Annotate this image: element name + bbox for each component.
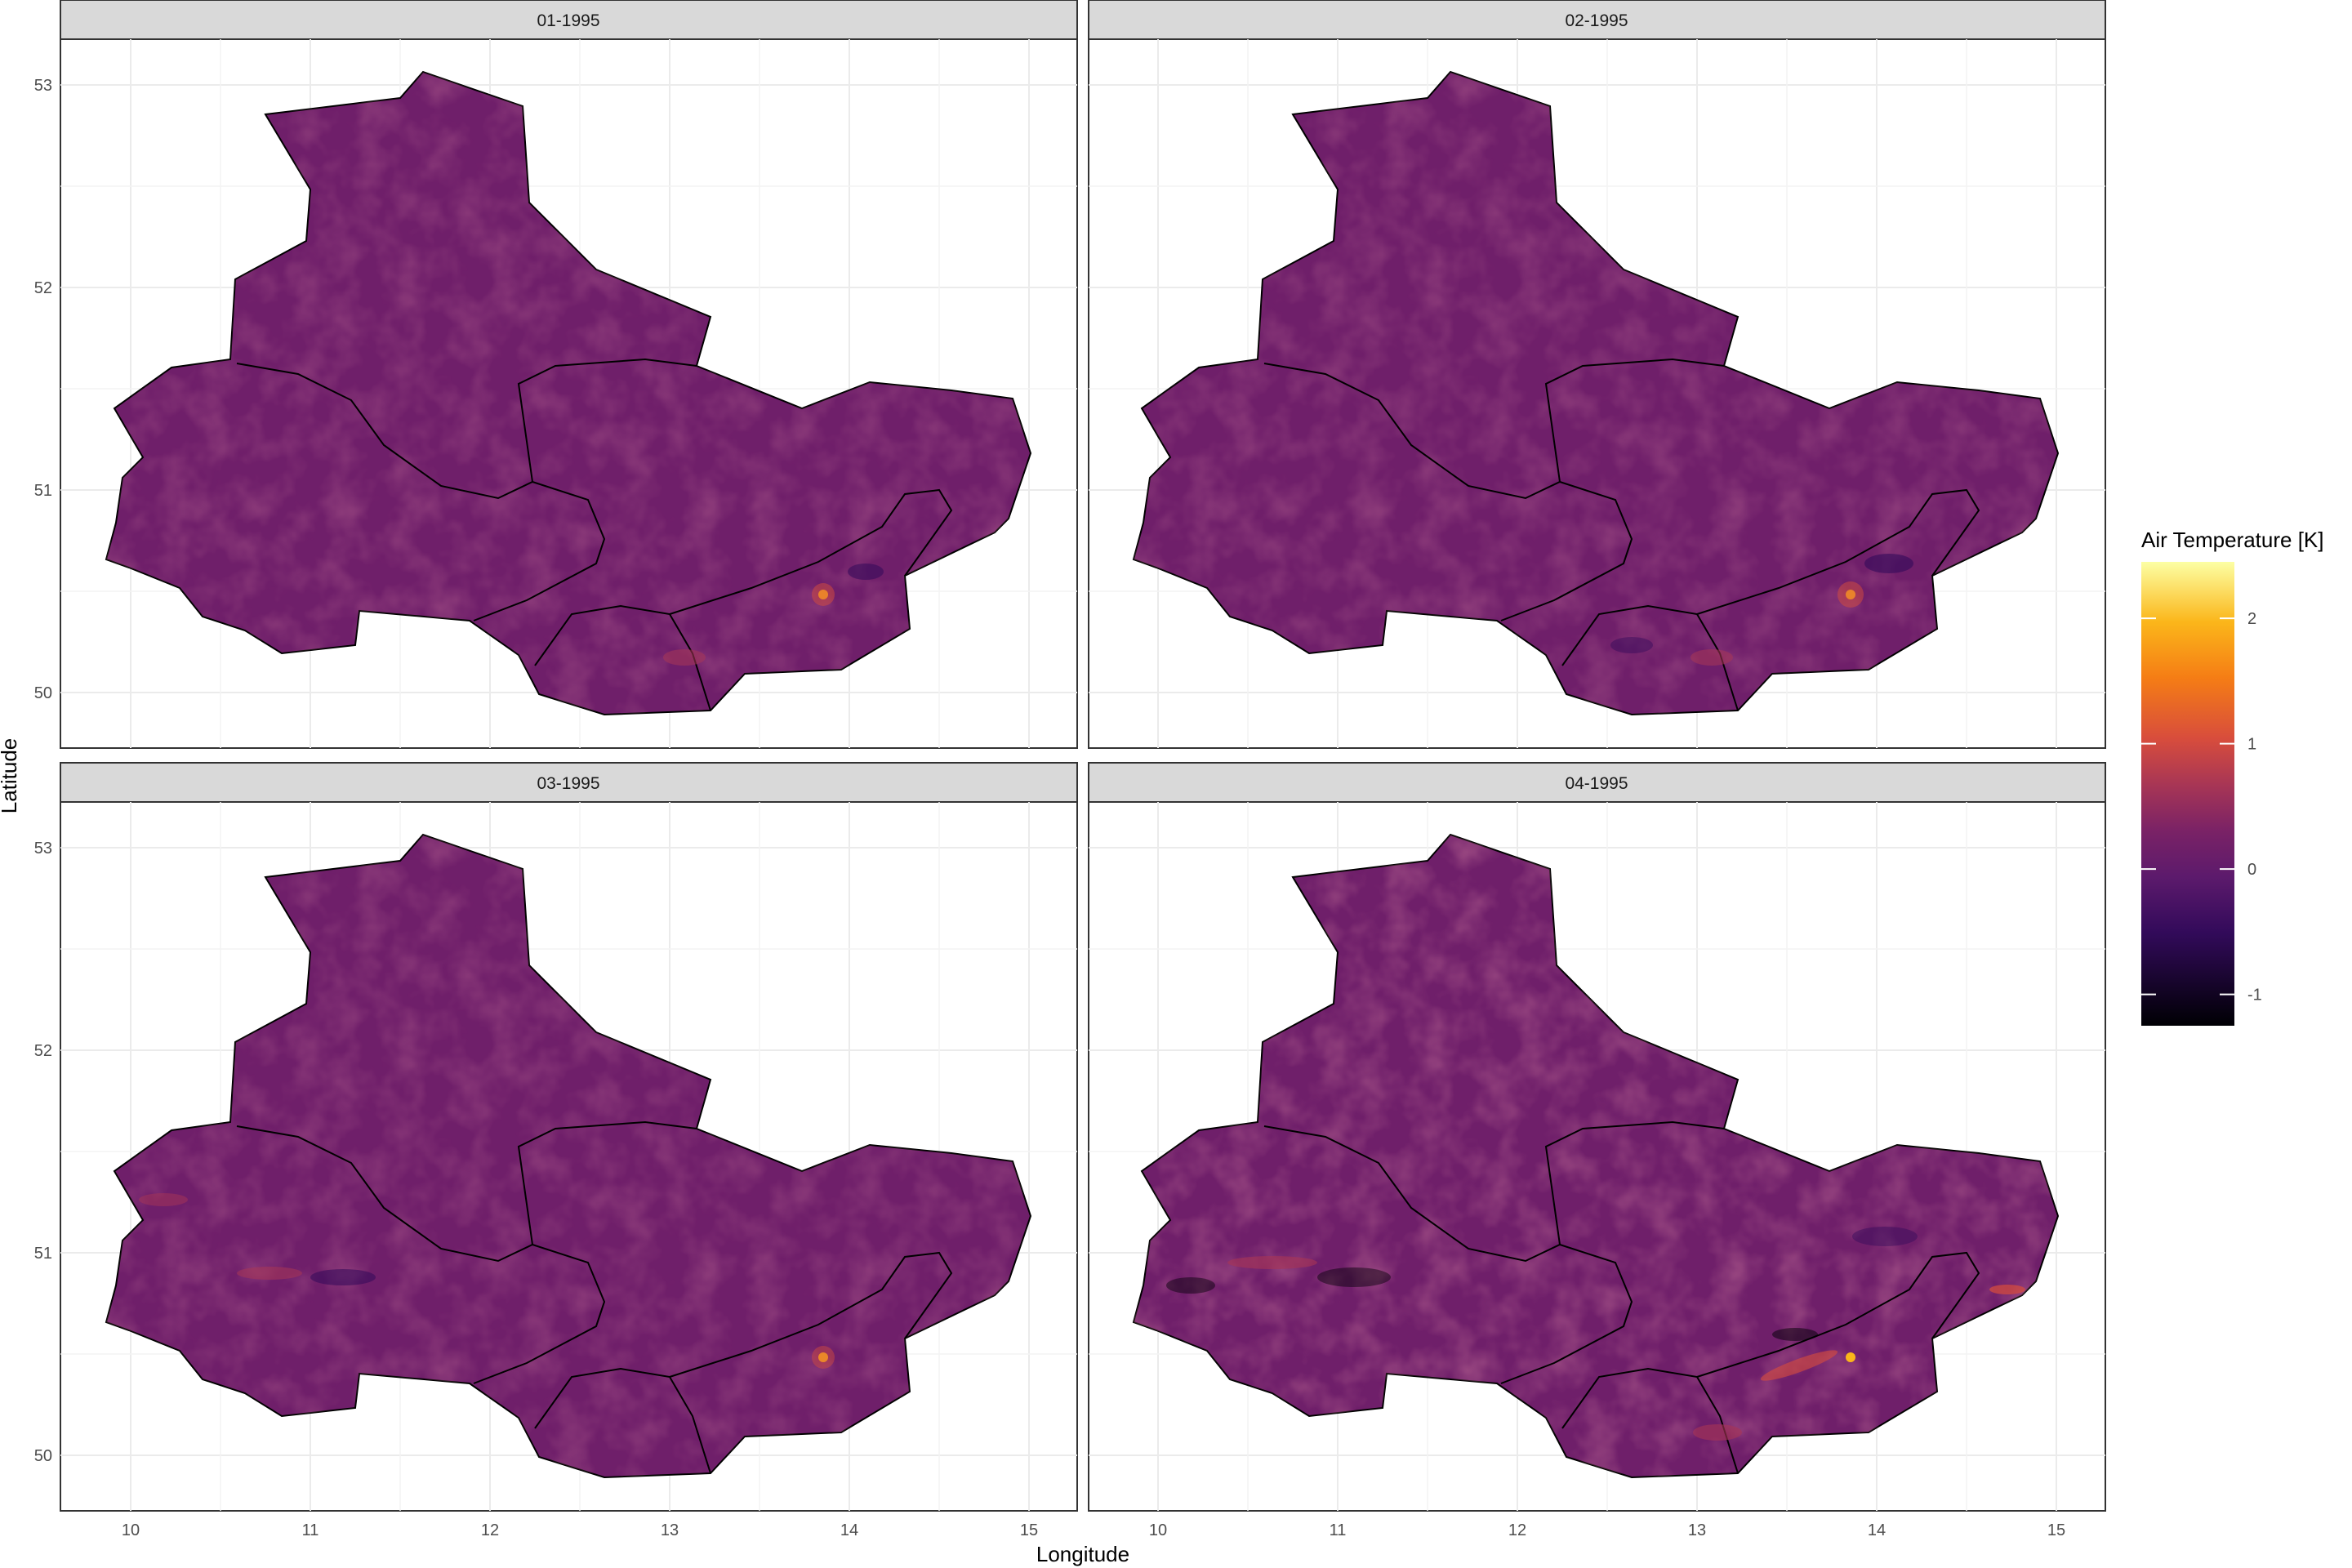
cool-spot bbox=[1610, 637, 1653, 653]
y-tick-label: 53 bbox=[34, 840, 52, 858]
colorbar bbox=[2141, 562, 2234, 1026]
x-tick-label: 12 bbox=[481, 1521, 499, 1539]
warm-spot bbox=[1693, 1424, 1742, 1441]
x-tick-label: 14 bbox=[840, 1521, 858, 1539]
y-tick-label: 52 bbox=[34, 1042, 52, 1060]
cool-spot bbox=[1772, 1328, 1818, 1341]
hotspot bbox=[812, 1346, 835, 1369]
y-tick-label: 50 bbox=[34, 684, 52, 702]
panel-02-1995: 02-1995 bbox=[1089, 0, 2105, 748]
x-tick-label: 15 bbox=[1020, 1521, 1038, 1539]
colorbar-tick-label: 2 bbox=[2247, 610, 2256, 628]
y-tick-label: 51 bbox=[34, 482, 52, 500]
cool-spot bbox=[310, 1269, 376, 1285]
x-axis: 10 11 12 13 14 15 bbox=[122, 1521, 1038, 1539]
hotspot bbox=[812, 583, 835, 606]
y-tick-label: 53 bbox=[34, 77, 52, 95]
cool-spot bbox=[1317, 1267, 1391, 1287]
y-tick-label: 52 bbox=[34, 279, 52, 297]
x-tick-label: 14 bbox=[1868, 1521, 1886, 1539]
warm-streak bbox=[1989, 1285, 2025, 1294]
warm-spot bbox=[1227, 1256, 1317, 1269]
y-tick-label: 50 bbox=[34, 1447, 52, 1465]
y-tick-label: 51 bbox=[34, 1245, 52, 1263]
legend: Air Temperature [K] 2 1 0 -1 bbox=[2141, 528, 2324, 1026]
x-axis-title: Longitude bbox=[1036, 1542, 1129, 1566]
cool-spot bbox=[1864, 554, 1913, 573]
colorbar-tick-label: 0 bbox=[2247, 861, 2256, 879]
hotspot bbox=[1838, 581, 1864, 608]
y-axis-title: Latitude bbox=[0, 738, 21, 814]
warm-spot bbox=[237, 1267, 302, 1280]
panel-04-1995: 04-1995 bbox=[1089, 763, 2105, 1539]
panel-title: 04-1995 bbox=[1565, 774, 1628, 793]
panel-01-1995: 01-1995 bbox=[34, 0, 1077, 748]
warm-spot bbox=[663, 649, 706, 666]
colorbar-tick-label: 1 bbox=[2247, 736, 2256, 754]
cool-spot bbox=[1166, 1277, 1215, 1294]
warm-spot bbox=[139, 1193, 188, 1206]
legend-title: Air Temperature [K] bbox=[2141, 528, 2324, 552]
panel-title: 03-1995 bbox=[537, 774, 599, 793]
x-tick-label: 10 bbox=[1149, 1521, 1167, 1539]
warm-spot bbox=[1690, 649, 1733, 666]
x-tick-label: 15 bbox=[2047, 1521, 2065, 1539]
cool-spot bbox=[848, 564, 884, 580]
y-axis: 53 52 51 50 bbox=[34, 840, 52, 1465]
y-axis: 53 52 51 50 bbox=[34, 77, 52, 702]
cool-spot bbox=[1852, 1227, 1918, 1246]
x-tick-label: 13 bbox=[1688, 1521, 1706, 1539]
x-tick-label: 12 bbox=[1508, 1521, 1526, 1539]
panel-title: 01-1995 bbox=[537, 11, 599, 30]
hotspot bbox=[1846, 1352, 1855, 1362]
x-tick-label: 10 bbox=[122, 1521, 140, 1539]
x-tick-label: 11 bbox=[302, 1521, 319, 1539]
colorbar-tick-label: -1 bbox=[2247, 987, 2262, 1004]
x-tick-label: 13 bbox=[661, 1521, 679, 1539]
panel-title: 02-1995 bbox=[1565, 11, 1628, 30]
panel-03-1995: 03-1995 bbox=[34, 763, 1077, 1539]
x-axis: 10 11 12 13 14 15 bbox=[1149, 1521, 2065, 1539]
x-tick-label: 11 bbox=[1330, 1521, 1347, 1539]
